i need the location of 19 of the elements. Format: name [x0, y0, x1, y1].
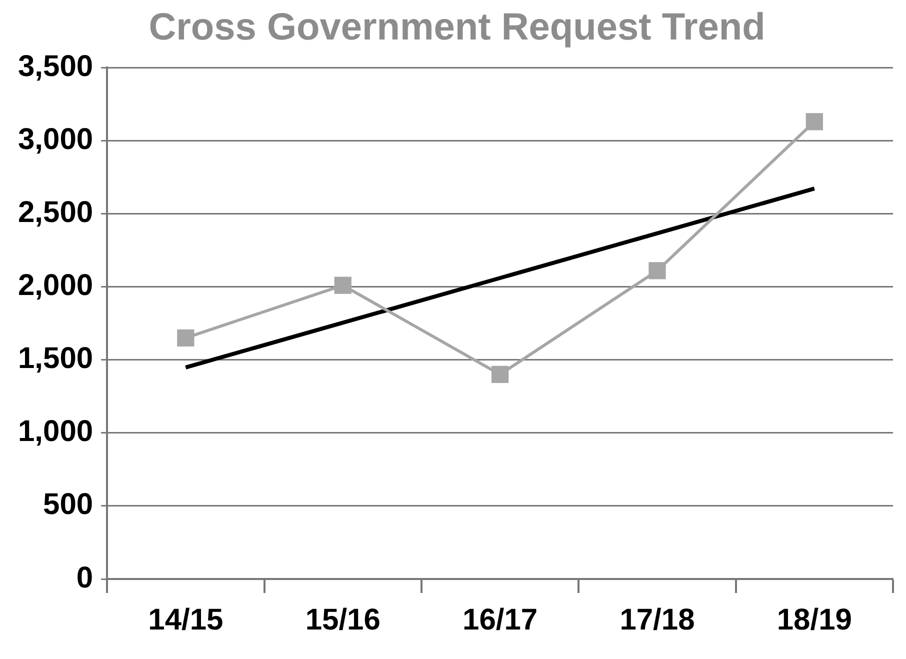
y-tick-label: 2,000 [18, 269, 94, 302]
x-tick-label: 15/16 [305, 603, 380, 636]
chart-title: Cross Government Request Trend [148, 6, 766, 48]
point [334, 276, 352, 294]
y-tick-label: 1,500 [18, 342, 94, 376]
x-tick-label: 16/17 [462, 603, 538, 636]
x-tick-label: 17/18 [620, 603, 695, 636]
x-tick-label: 14/15 [148, 603, 224, 636]
y-tick-label: 1,000 [18, 415, 94, 448]
y-tick-label: 3,500 [18, 50, 94, 83]
y-tick-label: 2,500 [18, 196, 94, 229]
x-tick-label: 18/19 [776, 603, 852, 636]
y-tick-label: 3,000 [18, 122, 94, 156]
point [648, 262, 666, 280]
point [491, 366, 509, 384]
y-tick-label: 500 [43, 488, 94, 522]
y-tick-label: 0 [76, 561, 94, 594]
point [177, 329, 194, 346]
point [806, 113, 823, 130]
